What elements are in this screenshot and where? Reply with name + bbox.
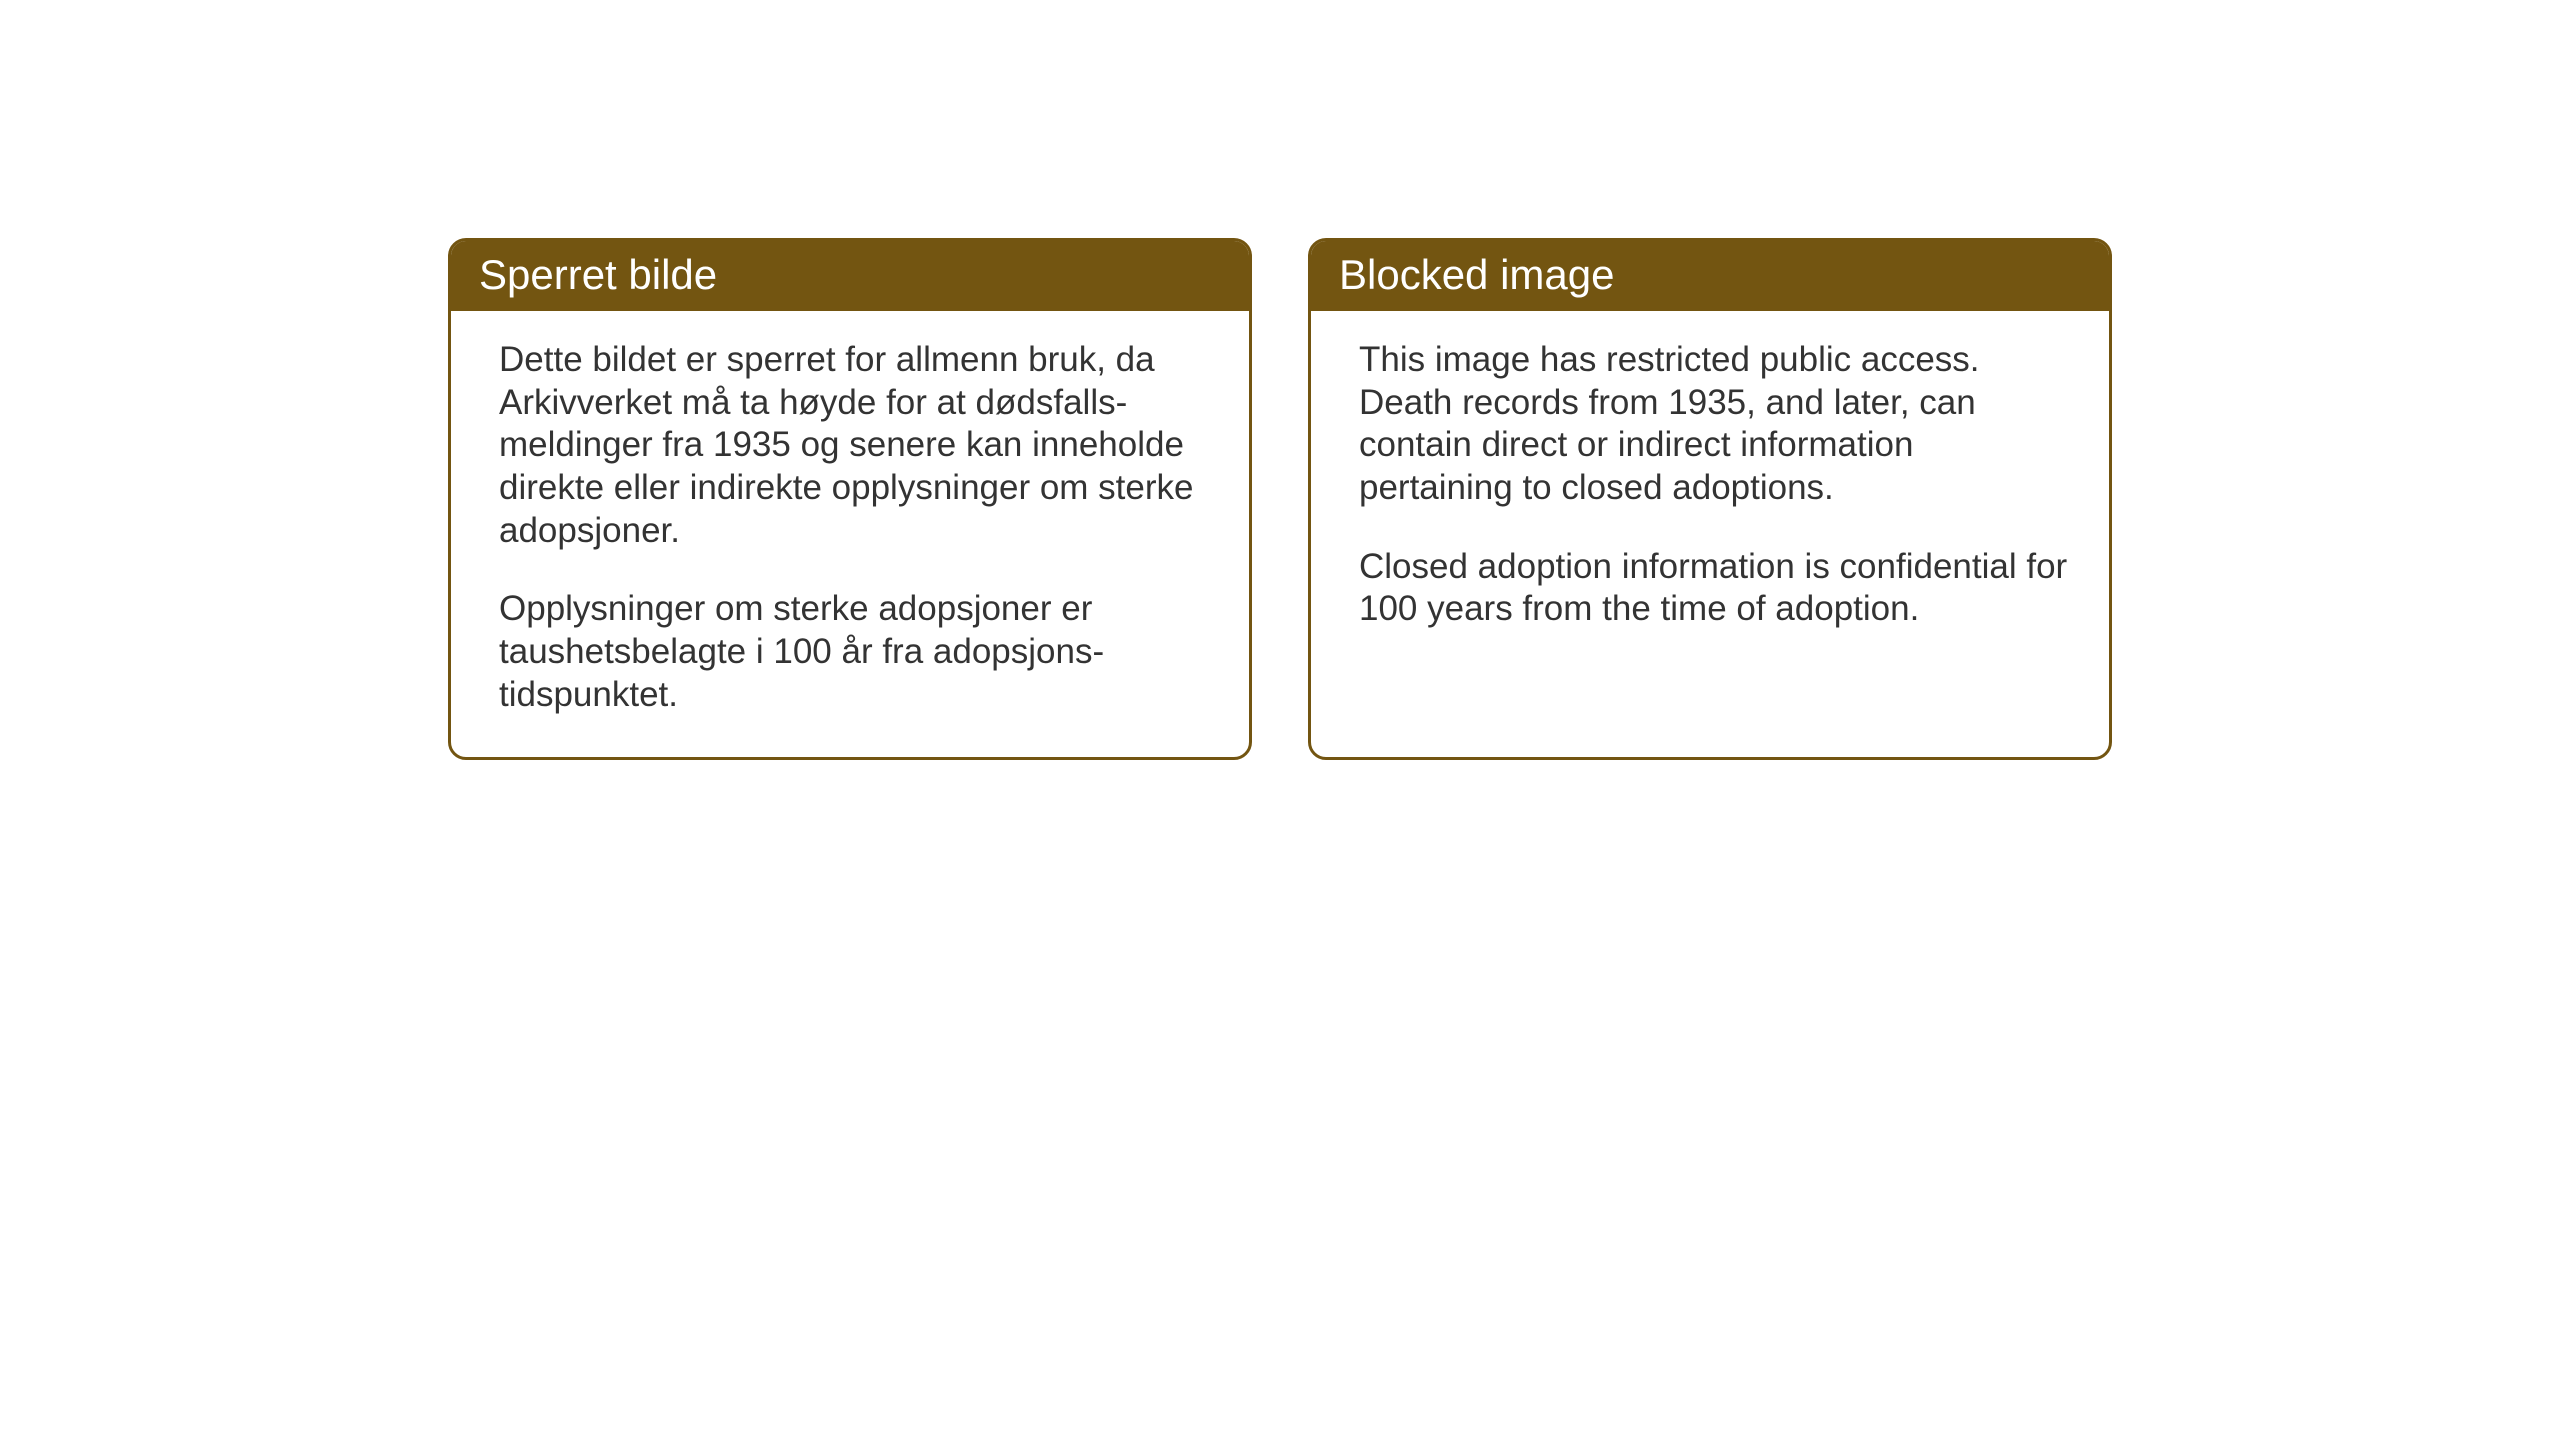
card-paragraph: This image has restricted public access.…: [1359, 339, 2069, 510]
notice-card-norwegian: Sperret bilde Dette bildet er sperret fo…: [448, 238, 1252, 760]
card-paragraph: Opplysninger om sterke adopsjoner er tau…: [499, 588, 1209, 716]
notice-card-english: Blocked image This image has restricted …: [1308, 238, 2112, 760]
card-paragraph: Closed adoption information is confident…: [1359, 546, 2069, 631]
notice-container: Sperret bilde Dette bildet er sperret fo…: [448, 238, 2112, 760]
card-body-english: This image has restricted public access.…: [1311, 311, 2109, 671]
card-title-norwegian: Sperret bilde: [451, 241, 1249, 311]
card-paragraph: Dette bildet er sperret for allmenn bruk…: [499, 339, 1209, 552]
card-title-english: Blocked image: [1311, 241, 2109, 311]
card-body-norwegian: Dette bildet er sperret for allmenn bruk…: [451, 311, 1249, 757]
